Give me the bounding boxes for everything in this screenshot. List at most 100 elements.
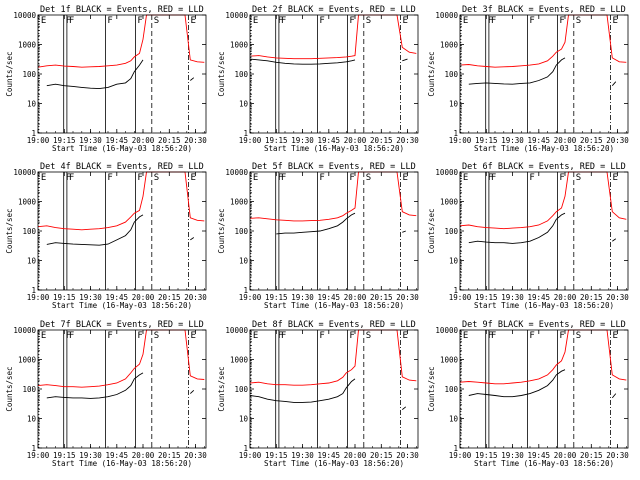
- x-tick-label: 19:30: [501, 293, 524, 302]
- y-tick-label: 1: [31, 444, 36, 453]
- event-label: F: [281, 331, 286, 341]
- event-label: F: [349, 173, 354, 183]
- event-label: E: [613, 331, 618, 341]
- y-tick-label: 1000: [230, 41, 249, 50]
- event-label: F: [529, 331, 534, 341]
- event-label: F: [281, 173, 286, 183]
- series-events-line: [468, 57, 617, 86]
- x-axis-label: Start Time (16-May-03 18:56:20): [52, 144, 192, 153]
- panel-title: Det 3f BLACK = Events, RED = LLD: [462, 5, 626, 15]
- event-label: F: [491, 173, 496, 183]
- x-tick-label: 20:15: [370, 451, 393, 460]
- y-tick-label: 100: [444, 227, 458, 236]
- x-tick-label: 19:45: [528, 136, 551, 145]
- event-label: F: [137, 173, 142, 183]
- x-tick-label: 19:00: [27, 136, 50, 145]
- y-tick-label: 1: [243, 129, 248, 138]
- x-axis-label: Start Time (16-May-03 18:56:20): [474, 144, 614, 153]
- y-tick-label: 1: [31, 286, 36, 295]
- y-tick-label: 1: [243, 286, 248, 295]
- panel-title: Det 2f BLACK = Events, RED = LLD: [252, 5, 416, 15]
- x-tick-label: 20:15: [158, 451, 181, 460]
- plot-frame: [37, 329, 207, 449]
- x-tick-label: 19:00: [449, 136, 472, 145]
- plot-frame: [249, 14, 419, 134]
- event-label: E: [253, 173, 258, 183]
- y-tick-label: 100: [234, 227, 248, 236]
- event-label: E: [191, 331, 196, 341]
- x-tick-label: 20:30: [396, 136, 419, 145]
- x-axis-label: Start Time (16-May-03 18:56:20): [264, 459, 404, 468]
- series-lld-line: [459, 14, 627, 68]
- series-events-line: [468, 212, 617, 244]
- y-tick-label: 10: [449, 415, 459, 424]
- x-tick-label: 19:45: [318, 136, 341, 145]
- x-tick-label: 19:00: [449, 293, 472, 302]
- x-tick-label: 19:30: [79, 451, 102, 460]
- event-label: F: [69, 16, 74, 26]
- event-label: F: [491, 16, 496, 26]
- y-tick-label: 1: [453, 286, 458, 295]
- series-events-line: [46, 214, 195, 246]
- y-tick-label: 100: [22, 227, 36, 236]
- x-tick-label: 19:15: [265, 293, 288, 302]
- x-tick-label: 19:15: [53, 136, 76, 145]
- series-events-line: [46, 372, 195, 399]
- series-events-line: [46, 59, 195, 90]
- y-tick-label: 1: [243, 444, 248, 453]
- x-axis-label: Start Time (16-May-03 18:56:20): [264, 301, 404, 310]
- x-tick-label: 19:30: [291, 136, 314, 145]
- plot-frame: [37, 171, 207, 291]
- series-lld-line: [249, 171, 417, 222]
- y-tick-label: 1000: [440, 356, 459, 365]
- panel-title: Det 8f BLACK = Events, RED = LLD: [252, 320, 416, 330]
- event-label: F: [529, 16, 534, 26]
- x-axis-label: Start Time (16-May-03 18:56:20): [264, 144, 404, 153]
- y-tick-label: 10: [239, 415, 249, 424]
- y-tick-label: 100: [22, 70, 36, 79]
- y-tick-label: 1: [453, 129, 458, 138]
- x-tick-label: 19:00: [27, 451, 50, 460]
- x-tick-label: 20:30: [184, 136, 207, 145]
- event-label: F: [69, 331, 74, 341]
- event-label: F: [559, 16, 564, 26]
- panel-title: Det 9f BLACK = Events, RED = LLD: [462, 320, 626, 330]
- event-label: S: [154, 331, 159, 341]
- y-tick-label: 10: [239, 100, 249, 109]
- x-tick-label: 20:00: [132, 451, 155, 460]
- x-tick-label: 20:15: [158, 136, 181, 145]
- plot-frame: [249, 171, 419, 291]
- panel-title: Det 1f BLACK = Events, RED = LLD: [40, 5, 204, 15]
- event-label: E: [41, 16, 46, 26]
- event-label: E: [191, 16, 196, 26]
- y-axis-label: Counts/sec: [217, 366, 226, 411]
- x-tick-label: 19:15: [265, 136, 288, 145]
- x-tick-label: 20:15: [580, 451, 603, 460]
- y-axis-label: Counts/sec: [5, 208, 14, 253]
- x-tick-label: 19:45: [318, 293, 341, 302]
- plot-frame: [249, 329, 419, 449]
- x-tick-label: 20:00: [344, 136, 367, 145]
- x-axis-label: Start Time (16-May-03 18:56:20): [474, 301, 614, 310]
- y-tick-label: 1000: [18, 41, 37, 50]
- y-tick-label: 100: [444, 70, 458, 79]
- x-tick-label: 19:15: [475, 293, 498, 302]
- y-tick-label: 10000: [435, 11, 458, 20]
- series-lld-line: [249, 329, 417, 386]
- y-tick-label: 1000: [440, 41, 459, 50]
- event-label: F: [488, 173, 493, 183]
- y-tick-label: 10000: [225, 326, 248, 335]
- x-tick-label: 20:15: [158, 293, 181, 302]
- x-tick-label: 19:00: [239, 136, 262, 145]
- event-label: E: [191, 173, 196, 183]
- y-tick-label: 10: [239, 257, 249, 266]
- x-axis-label: Start Time (16-May-03 18:56:20): [52, 459, 192, 468]
- plot-frame: [37, 14, 207, 134]
- x-tick-label: 19:30: [79, 293, 102, 302]
- series-lld-line: [459, 171, 627, 230]
- event-label: F: [559, 331, 564, 341]
- x-tick-label: 20:15: [580, 136, 603, 145]
